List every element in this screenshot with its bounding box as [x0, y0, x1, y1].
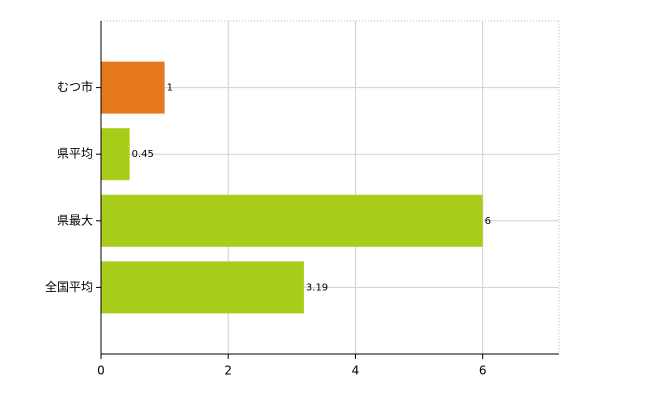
- value-label: 0.45: [132, 149, 154, 160]
- x-tick-label: 2: [224, 364, 232, 378]
- x-tick-label: 6: [479, 364, 487, 378]
- bar: [101, 261, 304, 314]
- bar: [101, 128, 130, 181]
- y-tick-label: 県平均: [57, 147, 93, 161]
- value-label: 3.19: [306, 282, 328, 293]
- y-tick-label: 全国平均: [45, 279, 93, 294]
- y-tick-label: むつ市: [57, 79, 93, 94]
- bar: [101, 61, 165, 114]
- x-tick-label: 0: [97, 364, 105, 378]
- value-label: 6: [485, 216, 491, 227]
- y-tick-label: 県最大: [57, 213, 93, 227]
- bar: [101, 194, 483, 247]
- x-tick-label: 4: [352, 364, 360, 378]
- value-label: 1: [167, 83, 173, 94]
